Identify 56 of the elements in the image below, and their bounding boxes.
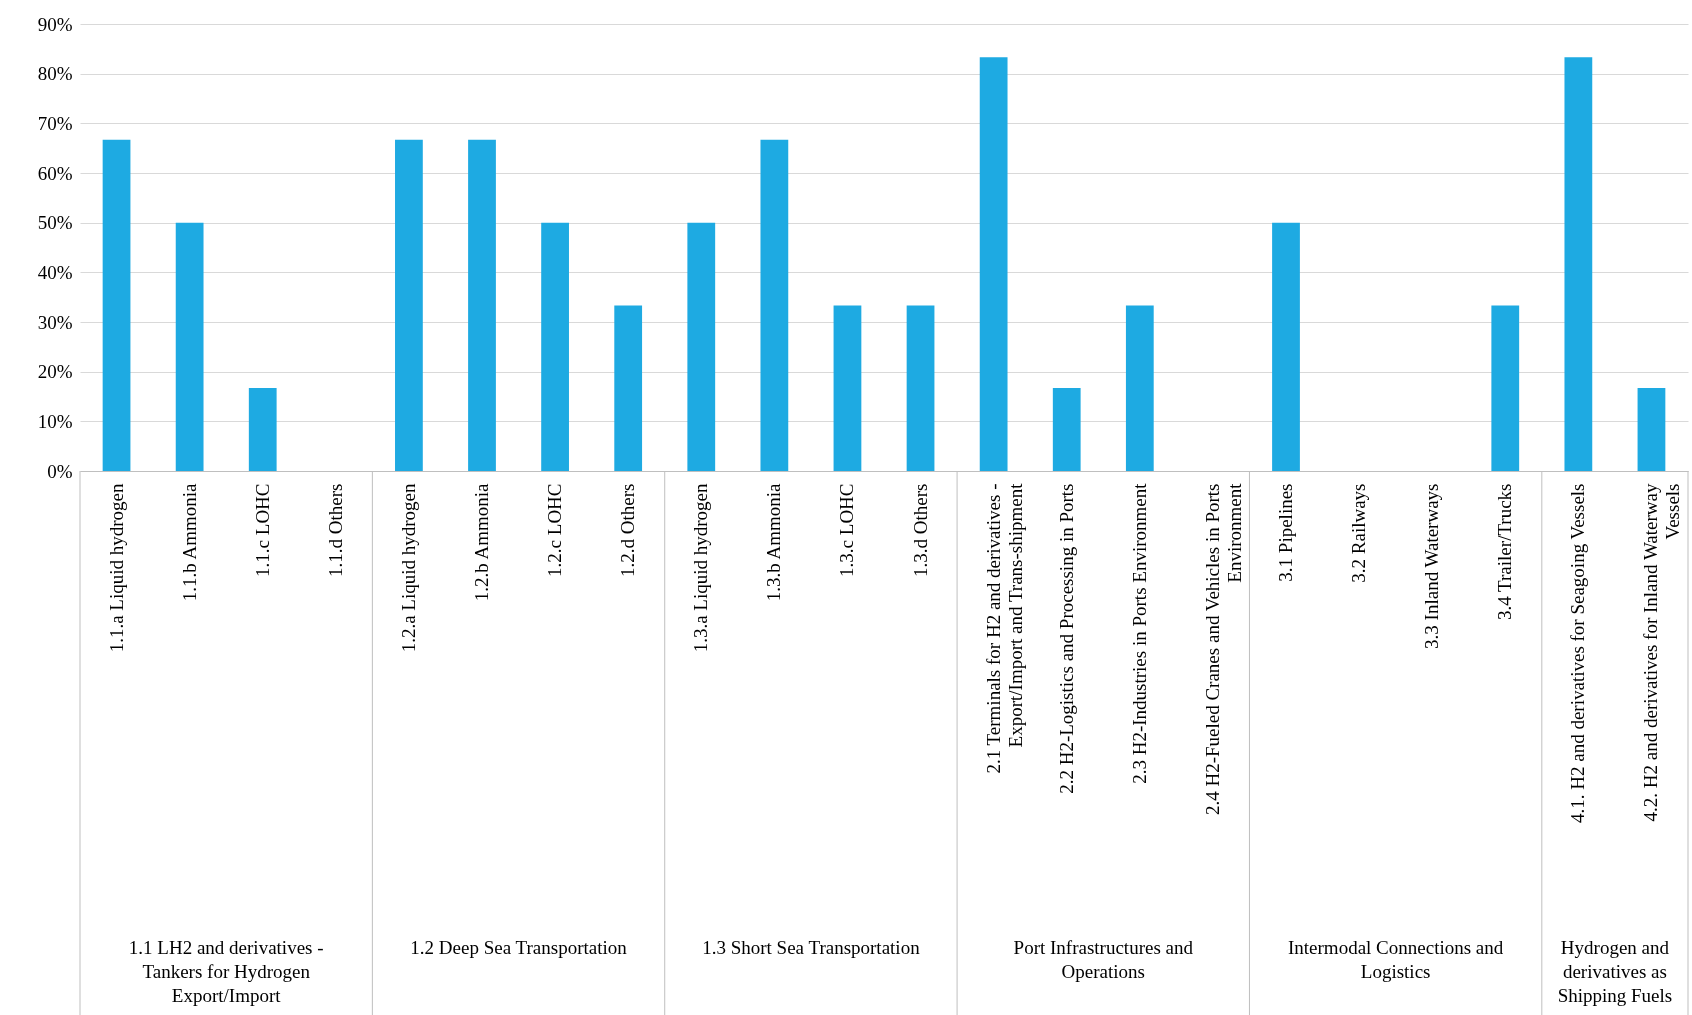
- x-tick-label: 1.3.d Others: [909, 483, 931, 577]
- x-tick-label: 1.1.c LOHC: [251, 483, 273, 577]
- bar: [175, 222, 204, 471]
- bar: [1052, 388, 1081, 471]
- x-tick-label: 3.4 Trailer/Trucks: [1494, 483, 1516, 621]
- bar: [1491, 305, 1520, 471]
- y-tick-label: 20%: [37, 361, 73, 383]
- bar: [1564, 57, 1593, 471]
- y-tick-label: 30%: [37, 311, 73, 333]
- y-tick-label: 70%: [37, 112, 73, 134]
- x-tick-label: 1.3.c LOHC: [836, 483, 858, 577]
- y-tick-label: 50%: [37, 212, 73, 234]
- y-tick-label: 90%: [37, 13, 73, 35]
- x-tick-label: 1.2.c LOHC: [544, 483, 566, 577]
- bar: [102, 139, 131, 471]
- bar: [468, 139, 496, 471]
- y-tick-label: 60%: [37, 162, 73, 184]
- text: 1.1 LH2 and derivatives - Tankers for Hydrogen Export/Import: [128, 937, 324, 1006]
- y-tick-label: 0%: [47, 460, 73, 482]
- x-tick-label: 2.1 Terminals for H2 and derivatives - Export/Import and Trans-shipment: [982, 482, 1026, 774]
- x-tick-label: 1.1.a Liquid hydrogen: [105, 483, 127, 653]
- y-tick-label: 40%: [37, 261, 73, 283]
- text: 1.2 Deep Sea Transportation: [410, 937, 628, 958]
- text: Intermodal Connections and Logistics: [1288, 937, 1504, 982]
- x-tick-label: 3.3 Inland Waterways: [1421, 483, 1443, 649]
- bar: [833, 305, 862, 471]
- x-tick-label: 3.1 Pipelines: [1275, 483, 1296, 582]
- text: Port Infrastructures and Operations: [1013, 937, 1194, 982]
- text: 1.3 Short Sea Transportation: [702, 937, 921, 958]
- bar: [760, 139, 789, 471]
- bar: [1125, 305, 1154, 471]
- x-tick-label: 4.1. H2 and derivatives for Seagoing Vessels: [1567, 483, 1589, 823]
- x-tick-label: 1.2.d Others: [617, 483, 639, 577]
- bar: [614, 305, 643, 471]
- bar: [1272, 222, 1300, 471]
- bar: [979, 57, 1008, 471]
- x-tick-label: 1.3.a Liquid hydrogen: [690, 483, 712, 653]
- x-tick-label: 2.2 H2-Logistics and Processing in Ports: [1055, 483, 1077, 794]
- bar: [906, 305, 935, 471]
- x-tick-label: 1.3.b Ammonia: [763, 482, 785, 602]
- x-tick-label: 1.2.a Liquid hydrogen: [397, 483, 419, 653]
- bar: [541, 222, 569, 471]
- bar: [248, 388, 277, 471]
- y-tick-label: 80%: [37, 63, 73, 85]
- bar: [395, 139, 423, 471]
- x-tick-label: 4.2. H2 and derivatives for Inland Waterway Vessels: [1640, 483, 1684, 822]
- x-tick-label: 2.4 H2-Fueled Cranes and Vehicles in Ports Environment: [1201, 482, 1245, 816]
- text: Hydrogen and derivatives as Shipping Fuels: [1557, 937, 1673, 1006]
- x-tick-label: 2.3 H2-Industries in Ports Environment: [1128, 482, 1150, 784]
- bar: [687, 222, 716, 471]
- x-tick-label: 3.2 Railways: [1348, 483, 1370, 583]
- x-tick-label: 1.2.b Ammonia: [471, 482, 492, 602]
- y-tick-label: 10%: [37, 410, 73, 432]
- x-tick-label: 1.1.d Others: [324, 483, 346, 577]
- bar: [1637, 388, 1666, 471]
- x-tick-label: 1.1.b Ammonia: [178, 482, 200, 602]
